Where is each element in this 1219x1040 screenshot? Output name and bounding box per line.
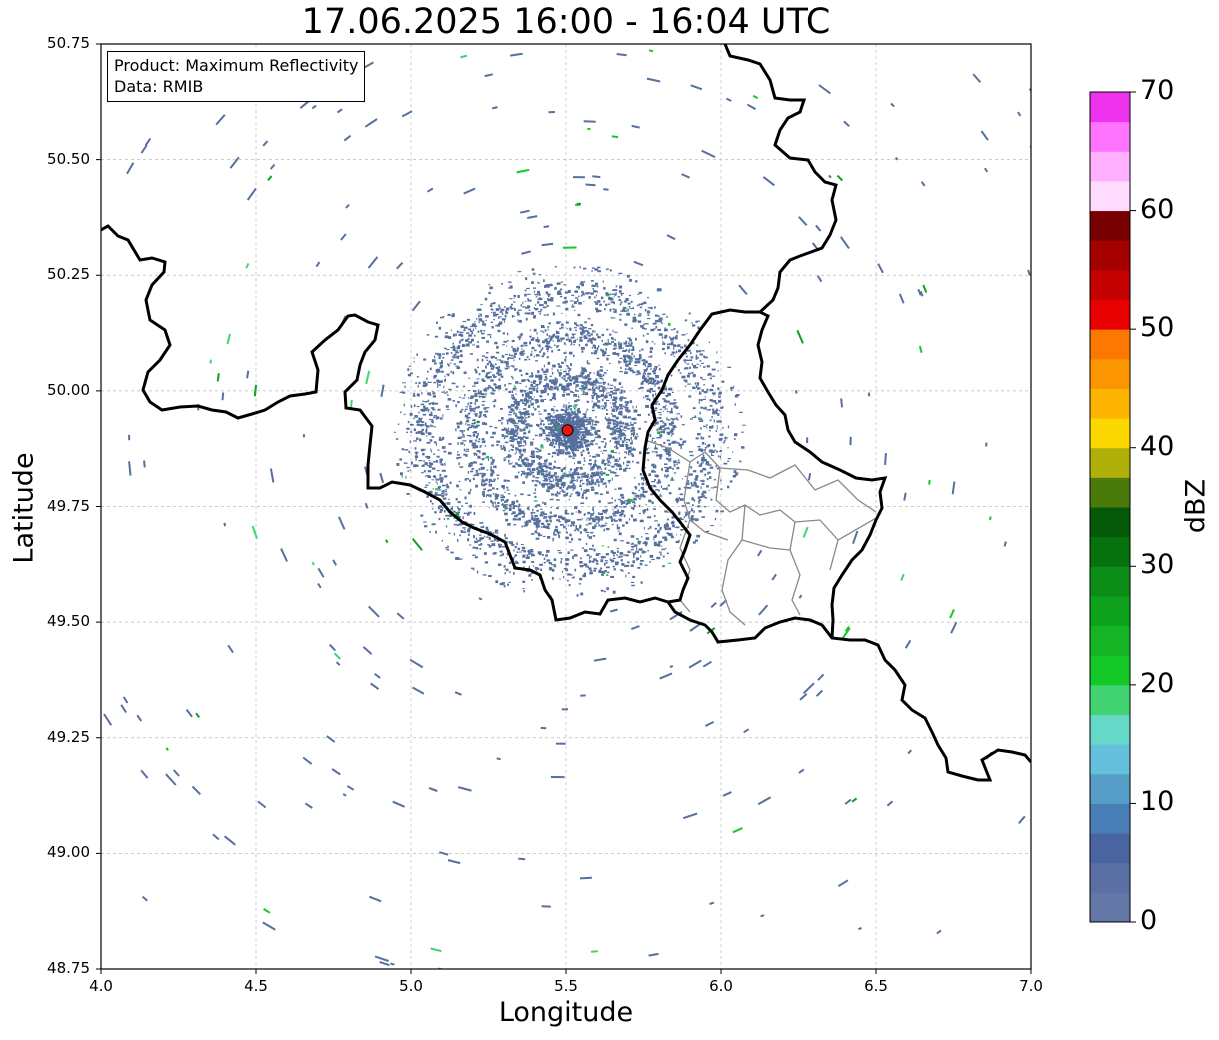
colorbar-segment (1090, 210, 1130, 241)
x-tick-label: 4.5 (244, 977, 268, 995)
map-title: 17.06.2025 16:00 - 16:04 UTC (301, 2, 831, 42)
x-axis-label: Longitude (498, 997, 634, 1028)
y-tick-label: 49.75 (47, 496, 90, 515)
colorbar-tick-label: 60 (1140, 193, 1175, 225)
colorbar-tick-label: 30 (1140, 549, 1175, 581)
colorbar-label: dBZ (1180, 478, 1212, 534)
x-tick-label: 4.0 (89, 977, 113, 995)
colorbar-segment (1090, 803, 1130, 834)
data-source-label: Data: RMIB (114, 77, 204, 96)
y-tick-label: 49.50 (47, 612, 90, 631)
colorbar-segment (1090, 833, 1130, 864)
x-tick-label: 6.0 (709, 977, 733, 995)
colorbar-segment (1090, 862, 1130, 893)
colorbar-segment (1090, 773, 1130, 804)
colorbar-segment (1090, 566, 1130, 597)
colorbar-segment (1090, 121, 1130, 152)
product-info-box: Product: Maximum Reflectivity Data: RMIB (107, 51, 366, 102)
colorbar-segment (1090, 358, 1130, 389)
province-borders (644, 439, 877, 626)
x-tick-label: 5.0 (399, 977, 423, 995)
colorbar-segment (1090, 744, 1130, 775)
colorbar-segment (1090, 447, 1130, 478)
colorbar-tick-label: 40 (1140, 430, 1175, 462)
colorbar-segment (1090, 477, 1130, 508)
radar-site-marker (561, 424, 574, 437)
colorbar-tick-label: 0 (1140, 905, 1158, 936)
colorbar-tick-label: 20 (1140, 667, 1175, 699)
y-tick-label: 48.75 (47, 959, 90, 977)
colorbar (1089, 91, 1136, 923)
y-tick-label: 50.00 (47, 380, 90, 399)
y-tick-label: 49.00 (47, 843, 90, 862)
colorbar-segment (1090, 92, 1130, 123)
x-tick-label: 6.5 (864, 977, 888, 995)
y-tick-label: 50.75 (47, 34, 90, 52)
x-tick-label: 5.5 (554, 977, 578, 995)
colorbar-segment (1090, 536, 1130, 567)
y-tick-label: 50.50 (47, 149, 90, 168)
colorbar-segment (1090, 655, 1130, 686)
gridlines (101, 44, 1031, 969)
colorbar-segment (1090, 388, 1130, 419)
colorbar-segment (1090, 684, 1130, 715)
colorbar-segment (1090, 625, 1130, 656)
country-borders (101, 44, 1031, 782)
colorbar-segment (1090, 892, 1130, 923)
x-tick-label: 7.0 (1019, 977, 1043, 995)
colorbar-segment (1090, 299, 1130, 330)
y-tick-label: 50.25 (47, 265, 90, 284)
colorbar-segment (1090, 329, 1130, 360)
colorbar-segment (1090, 269, 1130, 300)
colorbar-segment (1090, 240, 1130, 271)
colorbar-segment (1090, 507, 1130, 538)
colorbar-tick-label: 10 (1140, 786, 1175, 818)
product-label: Product: Maximum Reflectivity (114, 56, 359, 75)
colorbar-segment (1090, 595, 1130, 627)
colorbar-segment (1090, 418, 1130, 449)
tick-marks (96, 43, 1032, 974)
colorbar-segment (1090, 180, 1130, 212)
colorbar-tick-label: 70 (1140, 75, 1175, 106)
colorbar-segment (1090, 714, 1130, 745)
colorbar-segment (1090, 151, 1130, 182)
y-axis-label: Latitude (8, 452, 40, 564)
colorbar-tick-label: 50 (1140, 312, 1175, 344)
y-tick-label: 49.25 (47, 727, 90, 746)
